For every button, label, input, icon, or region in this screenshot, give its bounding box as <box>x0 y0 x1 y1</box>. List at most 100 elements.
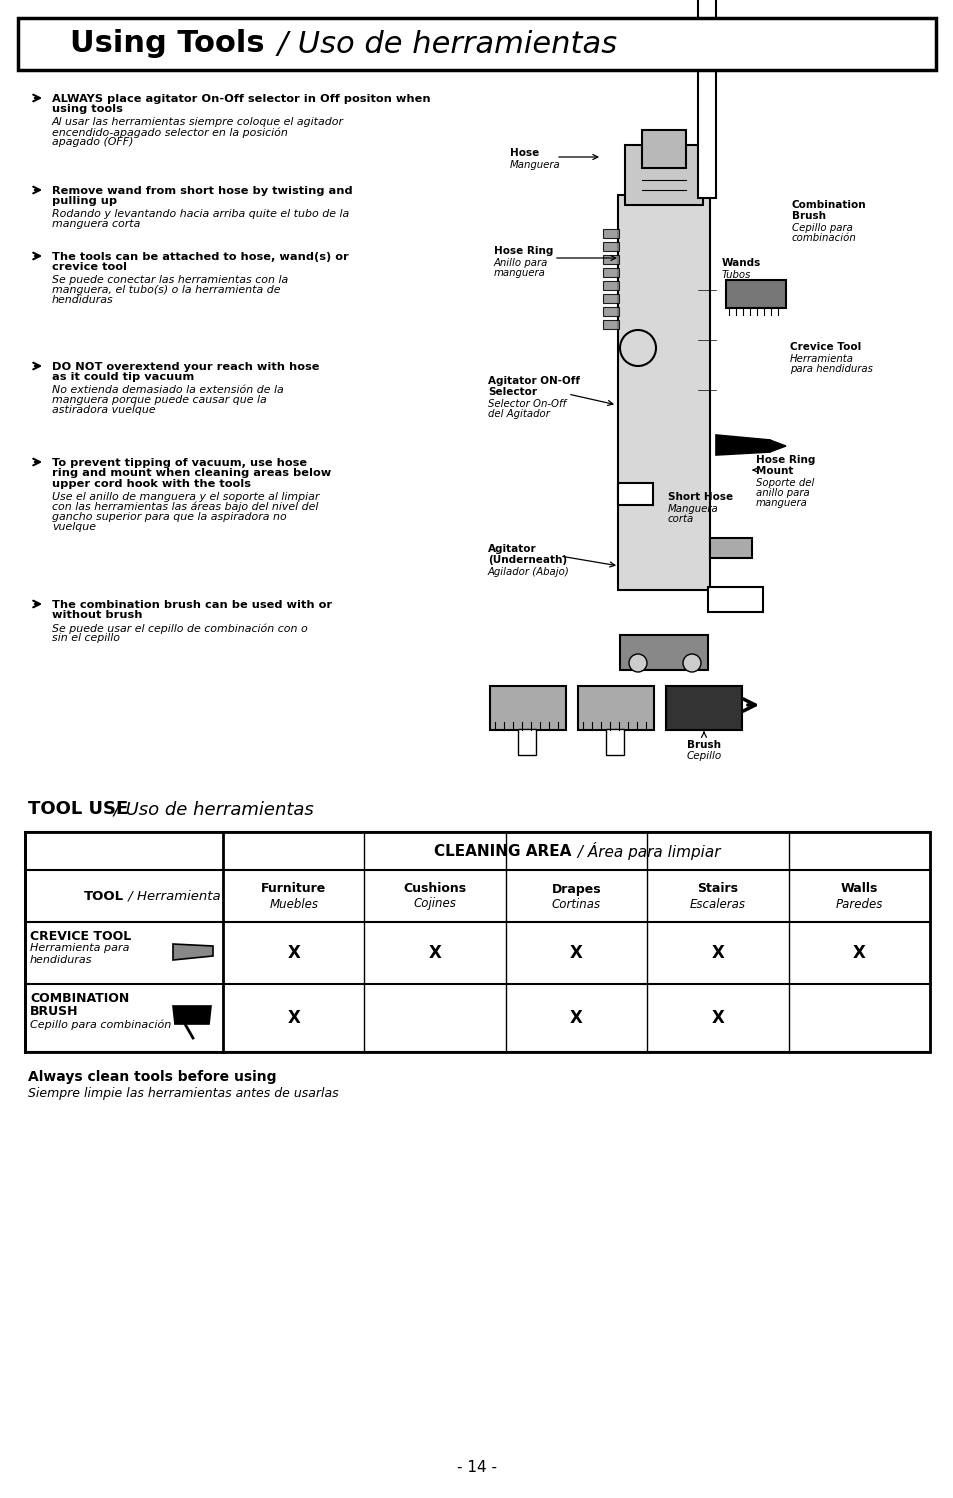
Text: Siempre limpie las herramientas antes de usarlas: Siempre limpie las herramientas antes de… <box>28 1088 338 1100</box>
Text: / Área para limpiar: / Área para limpiar <box>573 842 720 860</box>
Text: Muebles: Muebles <box>269 897 318 911</box>
Bar <box>665 686 741 730</box>
Text: hendiduras: hendiduras <box>30 956 92 965</box>
Bar <box>619 635 707 670</box>
Text: To prevent tipping of vacuum, use hose: To prevent tipping of vacuum, use hose <box>52 458 307 467</box>
Text: Selector On-Off: Selector On-Off <box>488 398 566 409</box>
Text: Manguera: Manguera <box>667 503 718 514</box>
Bar <box>602 294 618 303</box>
Text: X: X <box>570 944 582 962</box>
Text: Anillo para: Anillo para <box>494 258 548 268</box>
Bar <box>602 307 618 316</box>
Bar <box>624 145 702 205</box>
Text: TOOL USE: TOOL USE <box>28 800 128 818</box>
Text: Crevice Tool: Crevice Tool <box>789 342 861 352</box>
Bar <box>641 130 685 168</box>
Circle shape <box>628 655 646 673</box>
Text: apagado (OFF): apagado (OFF) <box>52 136 133 147</box>
Polygon shape <box>172 944 213 960</box>
Text: encendido-apagado selector en la posición: encendido-apagado selector en la posició… <box>52 127 288 138</box>
Text: crevice tool: crevice tool <box>52 262 127 273</box>
Text: Cepillo para combinación: Cepillo para combinación <box>30 1020 172 1031</box>
Text: upper cord hook with the tools: upper cord hook with the tools <box>52 479 251 488</box>
Text: para hendiduras: para hendiduras <box>789 364 872 374</box>
Text: Cortinas: Cortinas <box>552 897 600 911</box>
Text: Hose Ring: Hose Ring <box>494 246 553 256</box>
Bar <box>578 686 654 730</box>
Text: Agitator ON-Off: Agitator ON-Off <box>488 376 579 386</box>
Text: manguera: manguera <box>494 268 545 279</box>
Polygon shape <box>172 1007 211 1025</box>
Text: TOOL: TOOL <box>84 890 124 902</box>
Bar <box>618 195 709 590</box>
Text: The combination brush can be used with or: The combination brush can be used with o… <box>52 601 332 610</box>
Text: The tools can be attached to hose, wand(s) or: The tools can be attached to hose, wand(… <box>52 252 349 262</box>
Text: X: X <box>287 1010 300 1028</box>
Text: without brush: without brush <box>52 611 142 620</box>
Bar <box>25 831 929 1052</box>
Bar <box>698 0 716 198</box>
Text: Agilador (Abajo): Agilador (Abajo) <box>488 568 569 577</box>
Text: Tubos: Tubos <box>721 270 751 280</box>
Text: Brush: Brush <box>791 211 825 222</box>
Circle shape <box>682 655 700 673</box>
Text: Al usar las herramientas siempre coloque el agitador: Al usar las herramientas siempre coloque… <box>52 117 344 127</box>
Text: Cepillo: Cepillo <box>685 750 720 761</box>
Text: Se puede usar el cepillo de combinación con o: Se puede usar el cepillo de combinación … <box>52 623 308 634</box>
Text: using tools: using tools <box>52 105 123 114</box>
Text: / Uso de herramientas: / Uso de herramientas <box>268 30 617 58</box>
Bar <box>602 229 618 238</box>
Text: Hose: Hose <box>510 148 538 157</box>
Text: ring and mount when cleaning areas below: ring and mount when cleaning areas below <box>52 469 331 478</box>
Text: Cushions: Cushions <box>403 882 466 896</box>
Text: Short Hose: Short Hose <box>667 491 732 502</box>
Text: Cojines: Cojines <box>414 897 456 911</box>
Text: X: X <box>852 944 864 962</box>
Text: Combination: Combination <box>791 201 865 210</box>
Text: CREVICE TOOL: CREVICE TOOL <box>30 930 132 944</box>
Bar <box>602 243 618 252</box>
Text: Herramienta para: Herramienta para <box>30 944 130 953</box>
Text: X: X <box>287 944 300 962</box>
Text: Drapes: Drapes <box>551 882 600 896</box>
Text: / Herramienta: / Herramienta <box>124 890 220 902</box>
Text: / Uso de herramientas: / Uso de herramientas <box>108 800 314 818</box>
Text: Escaleras: Escaleras <box>689 897 745 911</box>
Text: Manguera: Manguera <box>510 160 560 169</box>
Text: Mount: Mount <box>755 466 793 476</box>
Text: Cepillo para: Cepillo para <box>791 223 852 234</box>
Text: pulling up: pulling up <box>52 196 117 207</box>
Polygon shape <box>716 434 769 455</box>
Text: DO NOT overextend your reach with hose: DO NOT overextend your reach with hose <box>52 363 319 372</box>
Text: manguera: manguera <box>755 497 807 508</box>
Text: corta: corta <box>667 514 694 524</box>
Text: Remove wand from short hose by twisting and: Remove wand from short hose by twisting … <box>52 186 353 196</box>
Text: X: X <box>711 1010 723 1028</box>
Text: Rodando y levantando hacia arriba quite el tubo de la: Rodando y levantando hacia arriba quite … <box>52 210 349 219</box>
Bar <box>18 18 935 70</box>
Text: CLEANING AREA: CLEANING AREA <box>434 843 571 858</box>
Text: Herramienta: Herramienta <box>789 354 853 364</box>
Bar <box>490 686 565 730</box>
Text: del Agitador: del Agitador <box>488 409 549 419</box>
Bar <box>602 255 618 264</box>
Bar <box>709 538 751 557</box>
Text: BRUSH: BRUSH <box>30 1005 78 1019</box>
Text: Using Tools: Using Tools <box>71 30 265 58</box>
Text: X: X <box>711 944 723 962</box>
Text: hendiduras: hendiduras <box>52 295 113 306</box>
Text: gancho superior para que la aspiradora no: gancho superior para que la aspiradora n… <box>52 511 287 521</box>
Text: X: X <box>570 1010 582 1028</box>
Text: sin el cepillo: sin el cepillo <box>52 634 120 643</box>
Text: as it could tip vacuum: as it could tip vacuum <box>52 373 194 382</box>
Bar <box>602 268 618 277</box>
Text: manguera corta: manguera corta <box>52 219 140 229</box>
Text: Paredes: Paredes <box>835 897 882 911</box>
Text: manguera porque puede causar que la: manguera porque puede causar que la <box>52 395 267 404</box>
Text: Soporte del: Soporte del <box>755 478 814 488</box>
Bar <box>725 280 785 309</box>
Text: No extienda demasiado la extensión de la: No extienda demasiado la extensión de la <box>52 385 283 395</box>
Text: (Underneath): (Underneath) <box>488 554 566 565</box>
Text: con las herramientas las áreas bajo del nivel del: con las herramientas las áreas bajo del … <box>52 502 318 512</box>
Text: combinación: combinación <box>791 234 856 243</box>
